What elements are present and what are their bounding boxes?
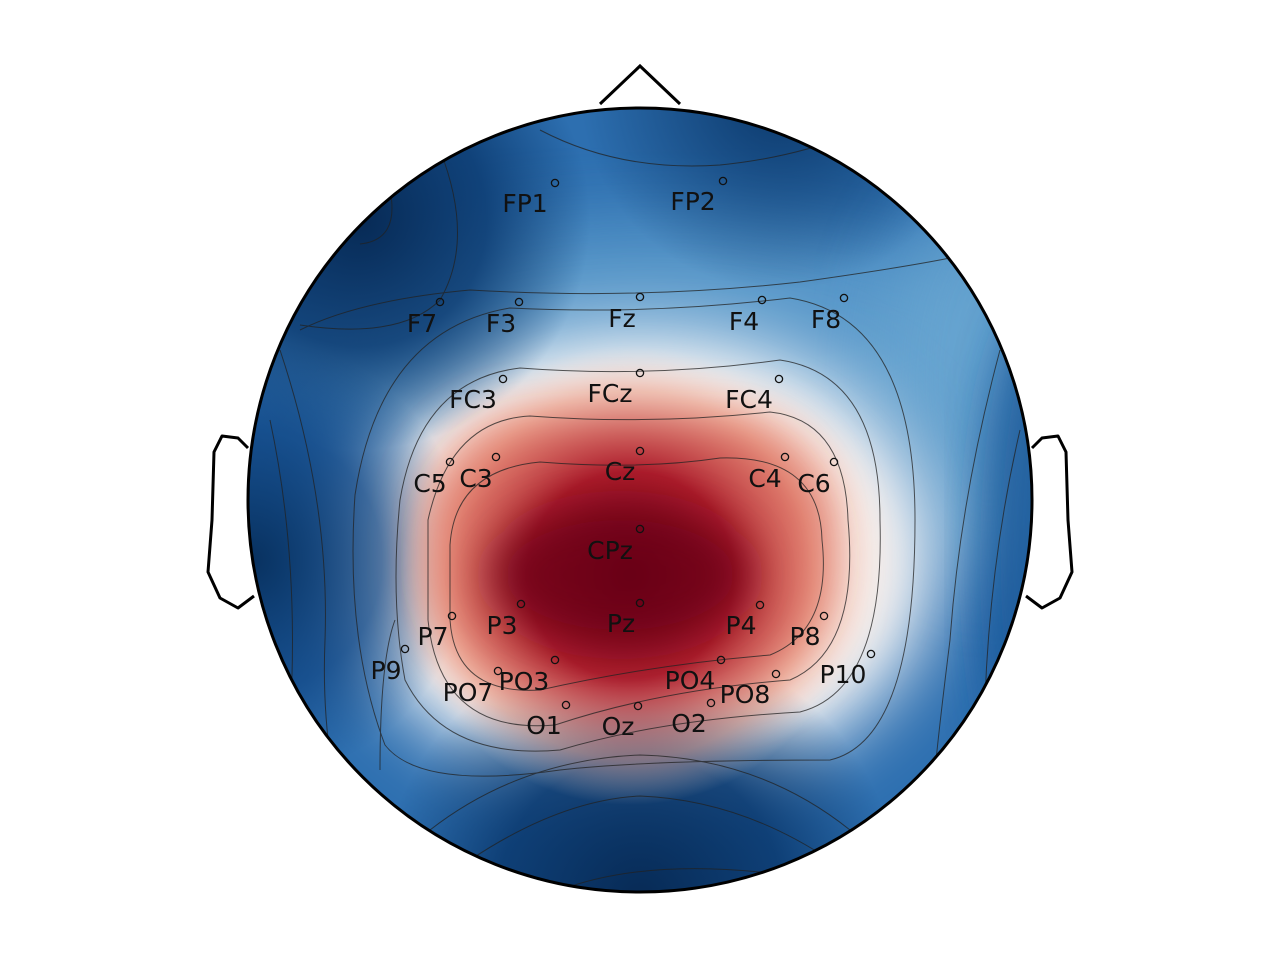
electrode-p9: P9	[371, 644, 410, 685]
electrode-p7: P7	[418, 611, 457, 651]
electrode-f3: F3	[486, 297, 524, 338]
electrode-label: P9	[371, 656, 402, 685]
electrode-marker	[819, 611, 829, 621]
electrode-label: C4	[748, 464, 781, 493]
electrode-label: FC4	[725, 385, 773, 414]
electrode-marker	[716, 655, 726, 665]
electrode-label: PO3	[499, 667, 550, 696]
electrode-label: P7	[418, 622, 449, 651]
electrode-label: PO8	[720, 680, 771, 709]
electrode-fc4: FC4	[725, 374, 784, 414]
electrode-marker	[514, 297, 524, 307]
electrode-oz: Oz	[602, 701, 643, 741]
electrode-marker	[491, 452, 501, 462]
electrode-po4: PO4	[665, 655, 726, 695]
electrode-label: P4	[726, 611, 757, 640]
electrode-c6: C6	[797, 457, 839, 498]
electrode-fp2: FP2	[670, 176, 728, 216]
electrode-marker	[447, 611, 457, 621]
electrode-label: Pz	[607, 609, 635, 638]
electrode-marker	[400, 644, 410, 654]
electrode-marker	[550, 178, 560, 188]
electrode-marker	[445, 457, 455, 467]
electrode-label: Oz	[602, 712, 635, 741]
electrode-label: FP2	[670, 187, 715, 216]
electrode-cz: Cz	[605, 446, 645, 486]
electrode-label: F3	[486, 309, 516, 338]
electrode-label: O1	[526, 711, 562, 740]
electrode-f7: F7	[407, 297, 445, 338]
electrode-label: P10	[820, 660, 867, 689]
electrode-p10: P10	[820, 649, 876, 689]
electrode-label: F4	[729, 307, 759, 336]
electrode-pz: Pz	[607, 598, 645, 638]
electrode-marker	[866, 649, 876, 659]
nose-icon	[598, 63, 682, 106]
electrode-o1: O1	[526, 700, 571, 740]
electrode-marker	[839, 293, 849, 303]
scalp-field	[248, 108, 1032, 892]
electrode-marker	[774, 374, 784, 384]
electrode-marker	[829, 457, 839, 467]
electrode-c3: C3	[459, 452, 501, 493]
right-ear-icon	[1025, 434, 1074, 610]
electrode-marker	[493, 666, 503, 676]
electrode-label: C6	[797, 469, 830, 498]
electrode-marker	[435, 297, 445, 307]
electrode-marker	[516, 599, 526, 609]
electrode-marker	[755, 600, 765, 610]
electrode-marker	[550, 655, 560, 665]
electrode-po3: PO3	[499, 655, 560, 696]
electrode-marker	[757, 295, 767, 305]
electrode-marker	[635, 524, 645, 534]
electrode-marker	[633, 701, 643, 711]
electrode-label: Fz	[608, 304, 636, 333]
electrode-label: FCz	[588, 379, 633, 408]
electrode-label: CPz	[587, 536, 633, 565]
electrode-marker	[706, 698, 716, 708]
electrode-marker	[635, 368, 645, 378]
electrode-po7: PO7	[443, 666, 503, 707]
electrode-marker	[771, 669, 781, 679]
electrode-c5: C5	[413, 457, 455, 498]
electrode-f8: F8	[811, 293, 849, 334]
electrode-layer: FP1 FP2 F7 F3 Fz F4 F8 FC3	[371, 176, 876, 741]
electrode-label: C3	[459, 464, 492, 493]
electrode-p8: P8	[790, 611, 829, 651]
electrode-marker	[780, 452, 790, 462]
electrode-cpz: CPz	[587, 524, 645, 565]
electrode-marker	[635, 598, 645, 608]
electrode-fc3: FC3	[449, 374, 508, 414]
electrode-marker	[635, 292, 645, 302]
electrode-label: P8	[790, 622, 821, 651]
electrode-marker	[718, 176, 728, 186]
electrode-label: F8	[811, 305, 841, 334]
electrode-fp1: FP1	[502, 178, 560, 218]
electrode-marker	[635, 446, 645, 456]
electrode-label: FC3	[449, 385, 497, 414]
electrode-label: O2	[671, 709, 707, 738]
electrode-label: F7	[407, 309, 437, 338]
electrode-label: PO4	[665, 666, 716, 695]
electrode-f4: F4	[729, 295, 767, 336]
electrode-c4: C4	[748, 452, 790, 493]
electrode-o2: O2	[671, 698, 716, 738]
electrode-label: FP1	[502, 189, 547, 218]
electrode-fz: Fz	[608, 292, 645, 333]
electrode-fcz: FCz	[588, 368, 645, 408]
head-outline	[246, 106, 1034, 894]
electrode-label: C5	[413, 469, 446, 498]
electrode-marker	[561, 700, 571, 710]
electrode-label: P3	[487, 611, 518, 640]
electrode-po8: PO8	[720, 669, 781, 709]
electrode-p4: P4	[726, 600, 765, 640]
electrode-label: PO7	[443, 678, 494, 707]
electrode-marker	[498, 374, 508, 384]
electrode-label: Cz	[605, 457, 636, 486]
left-ear-icon	[206, 434, 255, 610]
electrode-p3: P3	[487, 599, 526, 640]
